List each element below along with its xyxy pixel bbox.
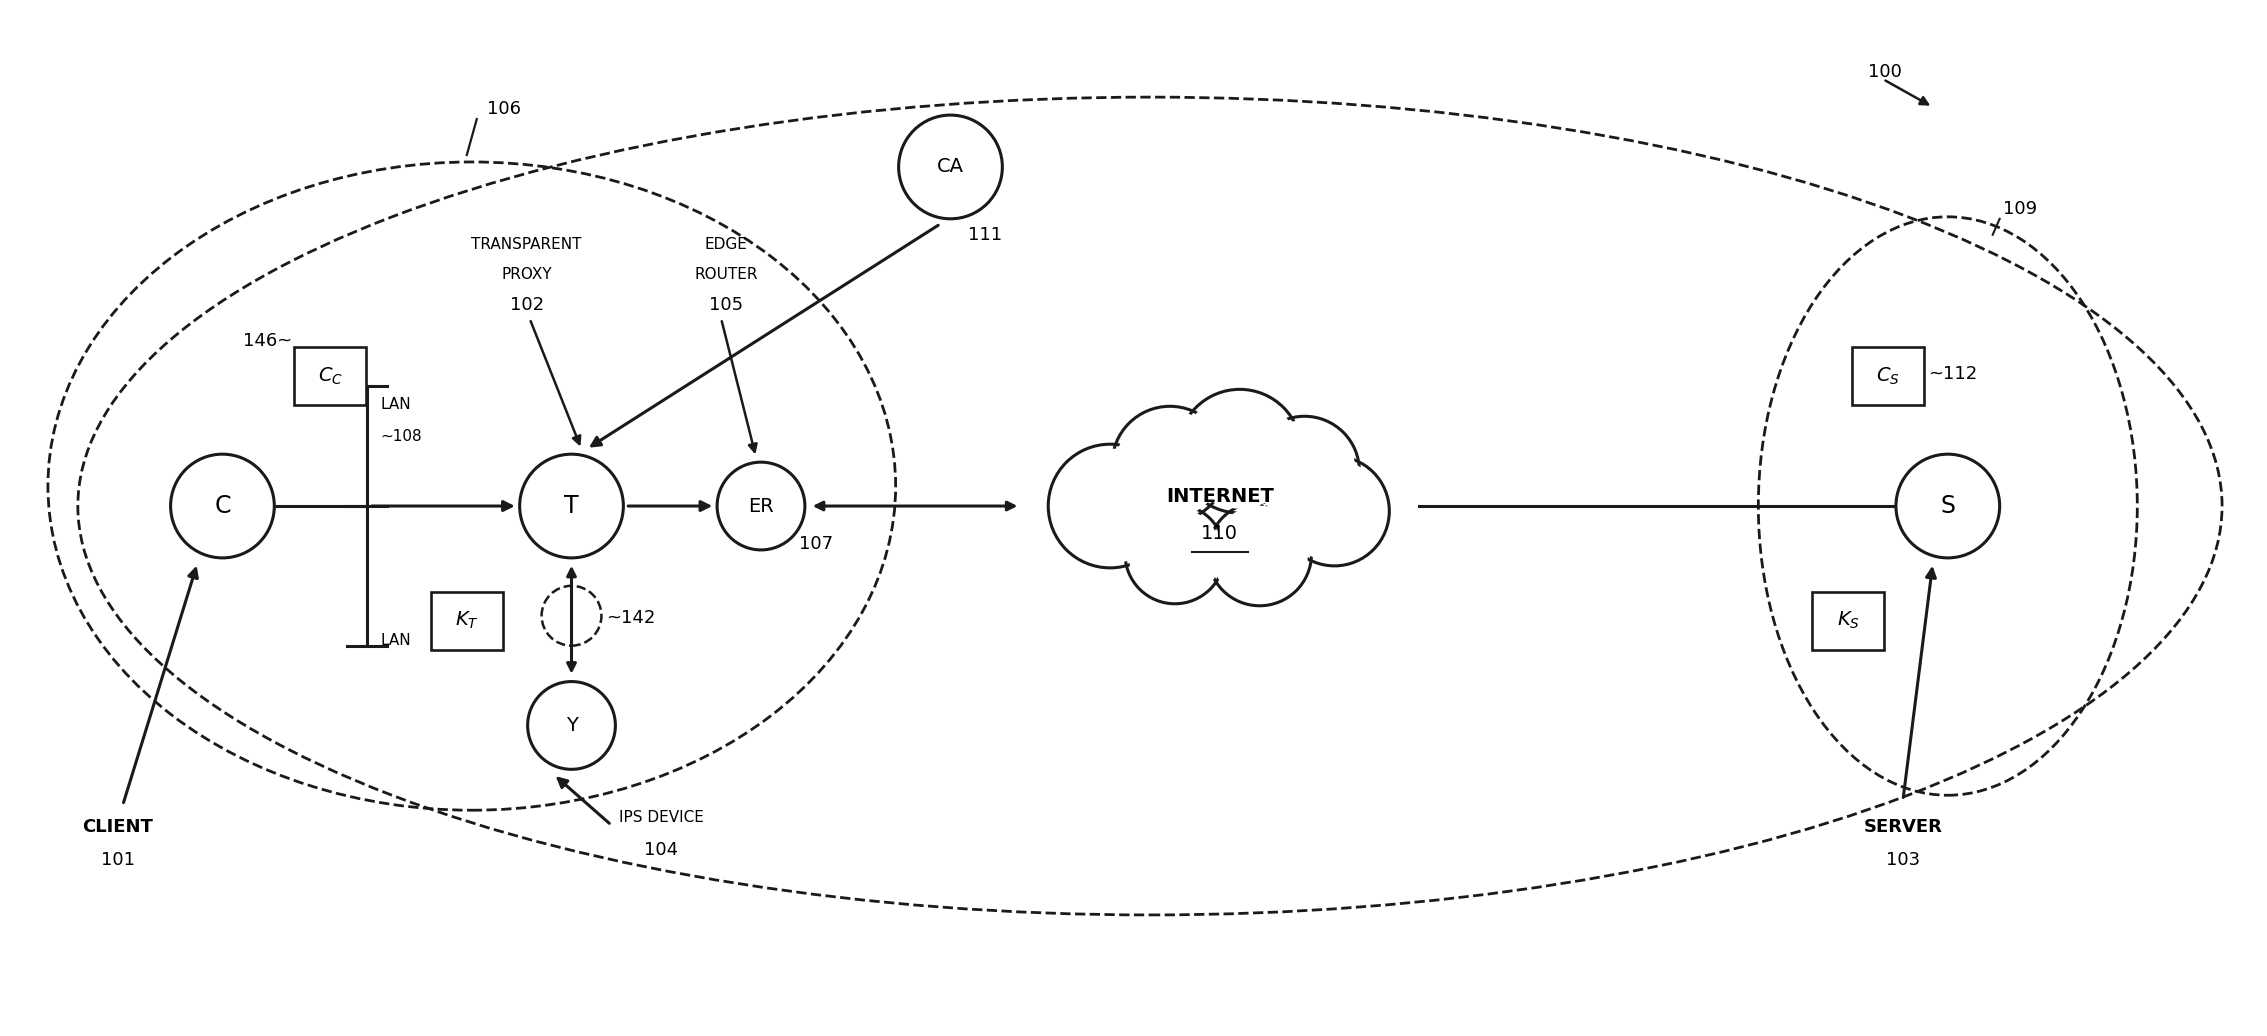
- Text: T: T: [564, 494, 578, 518]
- Text: EDGE: EDGE: [705, 237, 748, 252]
- Circle shape: [1113, 406, 1229, 522]
- Text: 101: 101: [100, 852, 134, 869]
- Text: ~112: ~112: [1927, 366, 1977, 383]
- Text: $K_T$: $K_T$: [456, 610, 478, 631]
- Circle shape: [1047, 444, 1172, 568]
- Circle shape: [1124, 505, 1224, 604]
- Text: 100: 100: [1868, 63, 1902, 81]
- Text: $K_S$: $K_S$: [1836, 610, 1859, 631]
- Text: Y: Y: [564, 716, 578, 735]
- Circle shape: [1895, 454, 1999, 558]
- Circle shape: [1179, 390, 1301, 513]
- Circle shape: [1208, 502, 1313, 606]
- Text: $C_S$: $C_S$: [1877, 366, 1900, 387]
- Text: TRANSPARENT: TRANSPARENT: [472, 237, 583, 252]
- Circle shape: [170, 454, 274, 558]
- Circle shape: [1283, 460, 1385, 563]
- Circle shape: [1115, 410, 1224, 518]
- Text: 110: 110: [1202, 524, 1238, 544]
- Text: 146~: 146~: [243, 333, 292, 350]
- Circle shape: [1052, 449, 1168, 564]
- Text: 105: 105: [710, 295, 744, 314]
- Text: 111: 111: [968, 226, 1002, 243]
- FancyBboxPatch shape: [1852, 347, 1925, 405]
- Text: CA: CA: [936, 157, 963, 176]
- Text: ~142: ~142: [605, 609, 655, 627]
- Text: S: S: [1941, 494, 1956, 518]
- Circle shape: [1211, 506, 1308, 602]
- Text: INTERNET: INTERNET: [1165, 487, 1274, 506]
- Text: 109: 109: [2002, 200, 2036, 218]
- Text: SERVER: SERVER: [1863, 818, 1943, 836]
- Circle shape: [519, 454, 623, 558]
- Circle shape: [1254, 421, 1356, 522]
- Text: LAN: LAN: [381, 397, 410, 411]
- Text: 107: 107: [798, 535, 832, 553]
- Text: 106: 106: [487, 100, 521, 118]
- Text: PROXY: PROXY: [501, 267, 551, 282]
- FancyBboxPatch shape: [431, 592, 503, 650]
- FancyBboxPatch shape: [1811, 592, 1884, 650]
- Text: CLIENT: CLIENT: [82, 818, 154, 836]
- FancyBboxPatch shape: [295, 347, 365, 405]
- Text: ER: ER: [748, 496, 773, 516]
- Text: IPS DEVICE: IPS DEVICE: [619, 810, 703, 825]
- Text: ~108: ~108: [381, 429, 422, 443]
- Text: 102: 102: [510, 295, 544, 314]
- Circle shape: [528, 682, 614, 770]
- Text: LAN: LAN: [381, 633, 410, 649]
- Text: 104: 104: [644, 841, 678, 859]
- Circle shape: [1181, 394, 1297, 509]
- Text: ROUTER: ROUTER: [694, 267, 757, 282]
- Text: 103: 103: [1886, 852, 1920, 869]
- Text: C: C: [213, 494, 231, 518]
- Circle shape: [1279, 456, 1390, 566]
- Circle shape: [1249, 416, 1360, 526]
- Circle shape: [716, 462, 805, 550]
- Circle shape: [1129, 508, 1222, 600]
- Text: $C_C$: $C_C$: [317, 366, 342, 387]
- Circle shape: [898, 115, 1002, 219]
